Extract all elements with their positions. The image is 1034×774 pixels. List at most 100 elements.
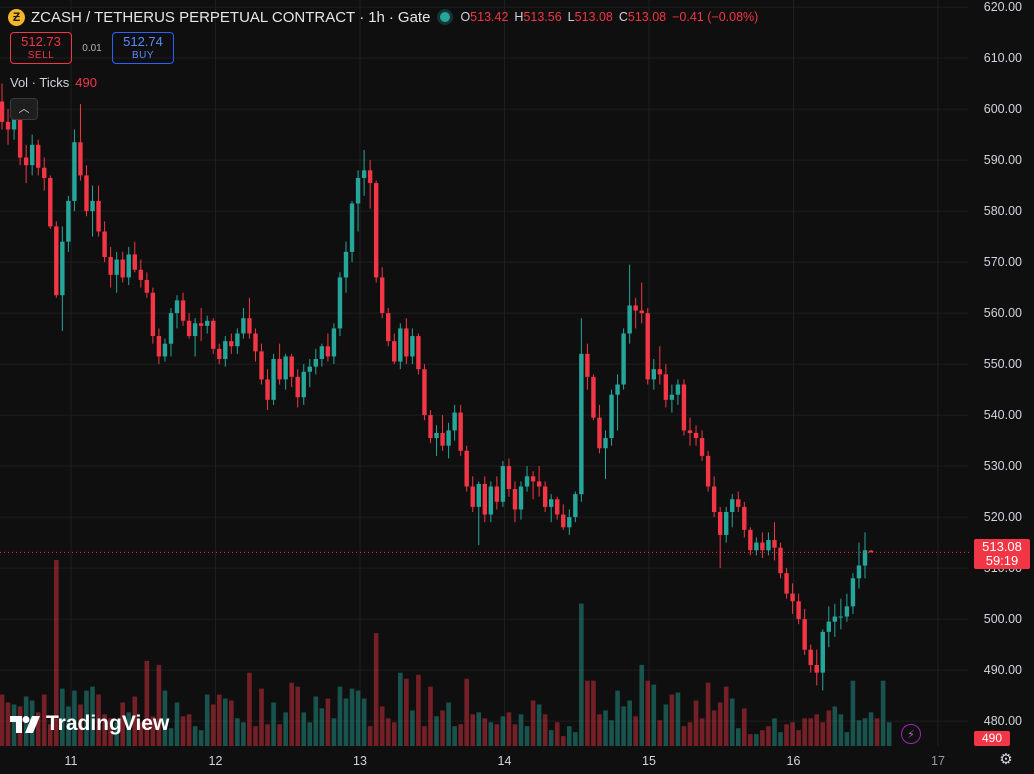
candle-body [198, 323, 204, 326]
y-tick-label: 600.00 [984, 102, 1022, 116]
candle-body [693, 432, 699, 439]
x-tick-label: 11 [65, 754, 78, 768]
candle-body [60, 241, 65, 296]
ohlc-close: C513.08 [618, 10, 667, 24]
candle-body [832, 616, 838, 622]
volume-bar [729, 698, 735, 746]
candle-body [717, 512, 723, 535]
volume-bar [832, 706, 838, 746]
y-tick-label: 590.00 [984, 153, 1022, 167]
candle-body [748, 529, 753, 551]
candle-body [325, 346, 331, 357]
volume-bar [856, 720, 862, 746]
candle-body [470, 486, 475, 507]
interval-label[interactable]: 1h [368, 8, 385, 26]
candle-body [223, 341, 228, 359]
candle-body [120, 259, 125, 278]
volume-bar [156, 664, 162, 746]
volume-bar [271, 702, 276, 746]
volume-bar [820, 722, 826, 746]
volume-bar [651, 684, 657, 746]
candle-body [204, 320, 210, 326]
sell-button[interactable]: 512.73 SELL [10, 32, 72, 64]
volume-bar [874, 718, 880, 746]
candle-body [380, 277, 385, 314]
volume-bar [512, 724, 518, 746]
candle-body [168, 313, 174, 344]
volume-bar [313, 696, 319, 746]
candle-body [488, 486, 494, 515]
candle-body [573, 494, 578, 518]
volume-bar [476, 712, 482, 746]
volume-bar [192, 726, 198, 746]
volume-bar [482, 718, 488, 746]
volume-bar [591, 680, 596, 746]
candle-body [144, 279, 150, 293]
candle-body [138, 269, 144, 280]
lightning-icon[interactable]: ⚡ [901, 724, 921, 744]
volume-bar [391, 722, 397, 746]
candle-body [386, 313, 391, 342]
candle-body [289, 356, 294, 377]
volume-legend[interactable]: Vol · Ticks 490 [10, 75, 97, 90]
y-tick-label: 500.00 [984, 612, 1022, 626]
candle-body [23, 157, 29, 166]
volume-bar [66, 706, 71, 746]
candle-body [42, 167, 47, 178]
candle-body [524, 476, 530, 487]
candle-body [561, 514, 566, 528]
candle-body [826, 621, 831, 632]
chevron-up-icon[interactable]: ︿ [10, 98, 38, 120]
candle-body [156, 336, 162, 357]
tradingview-wordmark: TradingView [46, 712, 170, 735]
volume-bar [247, 672, 252, 746]
volume-bar [760, 730, 765, 746]
volume-bar [265, 724, 270, 746]
candle-body [126, 254, 131, 278]
candle-body [211, 320, 216, 349]
y-tick-label: 520.00 [984, 510, 1022, 524]
volume-bar [645, 680, 651, 746]
candle-body [500, 466, 506, 502]
volume-bar [126, 712, 132, 746]
candle-body [711, 486, 717, 512]
volume-bar [90, 686, 95, 746]
volume-bar [826, 710, 832, 746]
volume-bar [633, 716, 638, 746]
volume-bar [355, 690, 361, 746]
volume-bar [379, 706, 385, 746]
sell-label: SELL [27, 50, 55, 61]
candle-body [850, 578, 856, 607]
volume-bar [488, 722, 494, 746]
candle-body [838, 616, 844, 618]
candle-body [337, 277, 343, 329]
volume-bar [542, 714, 548, 746]
candle-body [283, 356, 288, 380]
candle-body [446, 430, 451, 446]
candle-body [609, 394, 614, 439]
candle-body [844, 606, 850, 617]
symbol-title[interactable]: ZCASH / TETHERUS PERPETUAL CONTRACT [31, 8, 356, 26]
symbol-header: Ƶ ZCASH / TETHERUS PERPETUAL CONTRACT · … [8, 6, 764, 28]
volume-bar [162, 690, 168, 746]
volume-bar [60, 688, 65, 746]
candle-body [862, 550, 868, 566]
candle-body [669, 394, 675, 400]
candle-body [367, 170, 373, 184]
candle-body [5, 121, 11, 130]
candle-body [458, 412, 463, 451]
tradingview-logo[interactable]: TradingView [10, 712, 169, 736]
volume-bar [35, 712, 41, 746]
volume-bar [868, 712, 874, 746]
volume-bar [11, 704, 17, 746]
candle-body [355, 177, 361, 204]
candle-body [790, 593, 795, 602]
candle-body [428, 415, 433, 439]
volume-bar [198, 730, 204, 746]
volume-bar [331, 718, 337, 746]
buy-button[interactable]: 512.74 BUY [112, 32, 174, 64]
volume-bar [735, 728, 741, 746]
gear-icon[interactable]: ⚙ [999, 751, 1013, 768]
candle-body [114, 259, 119, 275]
